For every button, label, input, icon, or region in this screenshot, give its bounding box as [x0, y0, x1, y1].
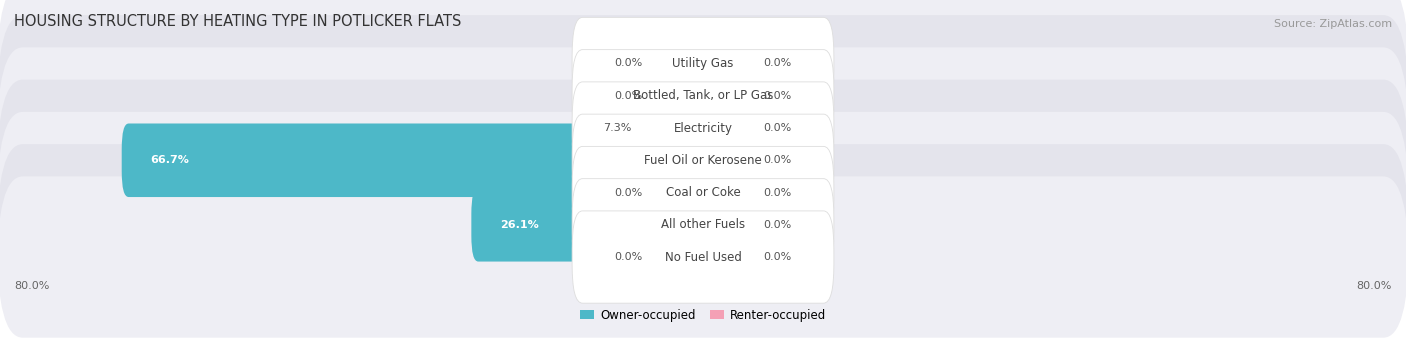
Text: 26.1%: 26.1%	[499, 220, 538, 230]
Text: 0.0%: 0.0%	[763, 252, 792, 262]
FancyBboxPatch shape	[0, 15, 1406, 176]
Text: Fuel Oil or Kerosene: Fuel Oil or Kerosene	[644, 154, 762, 167]
FancyBboxPatch shape	[572, 82, 834, 174]
Text: 0.0%: 0.0%	[614, 188, 643, 197]
FancyBboxPatch shape	[122, 123, 710, 197]
FancyBboxPatch shape	[572, 17, 834, 109]
Text: 0.0%: 0.0%	[763, 220, 792, 230]
FancyBboxPatch shape	[696, 59, 762, 133]
FancyBboxPatch shape	[572, 114, 834, 206]
Text: Coal or Coke: Coal or Coke	[665, 186, 741, 199]
FancyBboxPatch shape	[696, 27, 762, 100]
Text: 0.0%: 0.0%	[763, 123, 792, 133]
Text: Bottled, Tank, or LP Gas: Bottled, Tank, or LP Gas	[633, 89, 773, 102]
FancyBboxPatch shape	[572, 179, 834, 271]
FancyBboxPatch shape	[0, 112, 1406, 273]
FancyBboxPatch shape	[644, 59, 710, 133]
Text: Electricity: Electricity	[673, 121, 733, 134]
Text: Utility Gas: Utility Gas	[672, 57, 734, 70]
Text: Source: ZipAtlas.com: Source: ZipAtlas.com	[1274, 19, 1392, 29]
FancyBboxPatch shape	[0, 47, 1406, 209]
FancyBboxPatch shape	[696, 220, 762, 294]
Text: All other Fuels: All other Fuels	[661, 218, 745, 231]
FancyBboxPatch shape	[696, 188, 762, 262]
Text: 80.0%: 80.0%	[1357, 281, 1392, 291]
FancyBboxPatch shape	[696, 156, 762, 229]
Text: 0.0%: 0.0%	[763, 155, 792, 165]
FancyBboxPatch shape	[696, 123, 762, 197]
FancyBboxPatch shape	[0, 176, 1406, 338]
FancyBboxPatch shape	[644, 220, 710, 294]
FancyBboxPatch shape	[0, 0, 1406, 144]
Text: 0.0%: 0.0%	[614, 59, 643, 69]
Text: 80.0%: 80.0%	[14, 281, 49, 291]
FancyBboxPatch shape	[0, 144, 1406, 306]
FancyBboxPatch shape	[644, 156, 710, 229]
FancyBboxPatch shape	[572, 146, 834, 239]
Text: HOUSING STRUCTURE BY HEATING TYPE IN POTLICKER FLATS: HOUSING STRUCTURE BY HEATING TYPE IN POT…	[14, 14, 461, 29]
Legend: Owner-occupied, Renter-occupied: Owner-occupied, Renter-occupied	[575, 304, 831, 326]
Text: 7.3%: 7.3%	[603, 123, 631, 133]
Text: 0.0%: 0.0%	[763, 91, 792, 101]
FancyBboxPatch shape	[471, 188, 710, 262]
FancyBboxPatch shape	[633, 91, 710, 165]
Text: 0.0%: 0.0%	[614, 252, 643, 262]
Text: No Fuel Used: No Fuel Used	[665, 251, 741, 264]
FancyBboxPatch shape	[644, 27, 710, 100]
FancyBboxPatch shape	[572, 211, 834, 303]
Text: 0.0%: 0.0%	[614, 91, 643, 101]
FancyBboxPatch shape	[0, 80, 1406, 241]
Text: 0.0%: 0.0%	[763, 188, 792, 197]
Text: 66.7%: 66.7%	[150, 155, 188, 165]
FancyBboxPatch shape	[572, 50, 834, 142]
FancyBboxPatch shape	[696, 91, 762, 165]
Text: 0.0%: 0.0%	[763, 59, 792, 69]
